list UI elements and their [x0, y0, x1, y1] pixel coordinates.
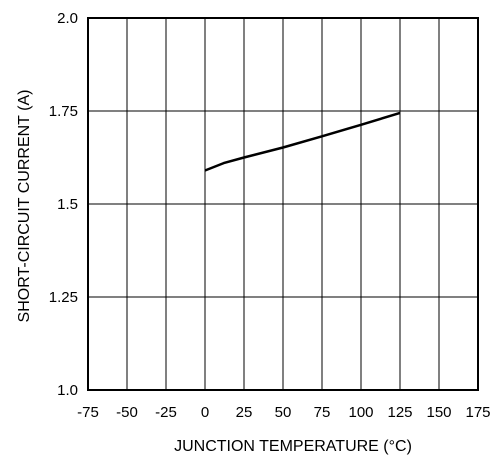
- y-tick-label: 1.0: [57, 382, 78, 399]
- x-tick-label: 150: [426, 404, 451, 421]
- x-tick-label: 175: [465, 404, 490, 421]
- y-tick-label: 1.75: [49, 103, 78, 120]
- y-axis-title: SHORT-CIRCUIT CURRENT (A): [16, 90, 33, 323]
- x-tick-label: 75: [314, 404, 331, 421]
- x-tick-label: 125: [387, 404, 412, 421]
- y-tick-label: 1.5: [57, 196, 78, 213]
- x-tick-label: -25: [155, 404, 177, 421]
- x-tick-label: 50: [275, 404, 292, 421]
- x-tick-label: -75: [77, 404, 99, 421]
- x-tick-label: 25: [236, 404, 253, 421]
- x-tick-label: 0: [201, 404, 209, 421]
- series-line: [204, 111, 401, 172]
- series-layer: [204, 111, 401, 172]
- y-axis-tick-labels: 1.0 1.25 1.5 1.75 2.0: [49, 10, 78, 399]
- x-axis-title: JUNCTION TEMPERATURE (°C): [174, 438, 412, 455]
- grid-lines: [88, 18, 478, 390]
- x-tick-label: 100: [348, 404, 373, 421]
- plot-frame: [87, 17, 479, 391]
- x-tick-label: -50: [116, 404, 138, 421]
- x-axis-tick-labels: -75 -50 -25 0 25 50 75 100 125 150 175: [77, 404, 490, 421]
- y-tick-label: 2.0: [57, 10, 78, 27]
- y-tick-label: 1.25: [49, 289, 78, 306]
